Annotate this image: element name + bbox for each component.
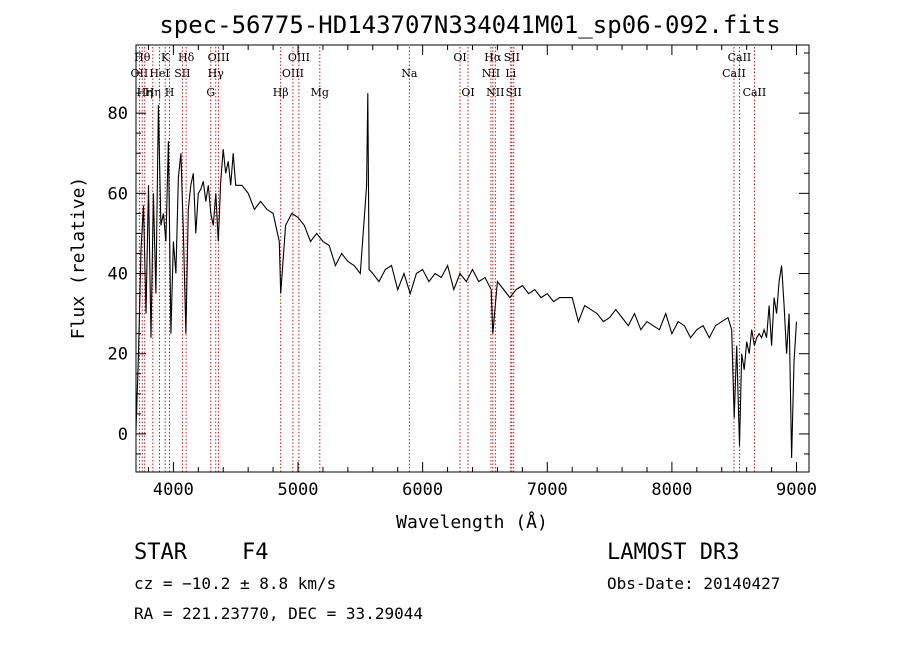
line-label-19: NII [482,67,500,80]
sky-coordinates: RA = 221.23770, DEC = 33.29044 [134,604,423,623]
line-label-20: Hα [484,51,502,64]
redshift-velocity: cz = −10.2 ± 8.8 km/s [134,574,337,593]
line-label-2: Hη [137,86,153,99]
spectrum-chart: spec-56775-HD143707N334041M01_sp06-092.f… [68,11,817,533]
line-label-8: Hδ [178,51,195,64]
line-label-13: OIII [282,67,304,80]
plot-frame [135,44,810,473]
y-axis-label: Flux (relative) [68,177,89,340]
x-tick-label-3: 7000 [527,480,568,500]
x-tick-label-2: 6000 [402,480,443,500]
x-tick-label-4: 8000 [651,480,692,500]
line-label-12: Hβ [273,86,289,99]
y-tick-label-0: 0 [118,425,128,445]
line-label-9: G [206,86,215,99]
y-tick-label-4: 80 [108,104,128,124]
flux-series-line [135,93,798,459]
line-label-1: Hθ [134,51,151,64]
x-tick-label-5: 9000 [776,480,817,500]
line-label-10: Hγ [208,67,225,80]
x-axis-label: Wavelength (Å) [396,511,548,533]
line-label-3: Hη [145,86,161,99]
object-subclass: F4 [242,540,269,565]
line-label-26: CaII [728,51,752,64]
line-label-16: Na [401,67,418,80]
line-label-25: CaII [722,67,746,80]
line-label-14: OIII [288,51,310,64]
line-markers: OIIHθHηHηHeIKHSIIHδGHγOIIIHβOIIIOIIIMgNa… [131,47,767,472]
line-label-27: CaII [743,86,767,99]
line-label-22: Li [505,67,516,80]
line-label-11: OIII [208,51,230,64]
line-label-4: HeI [149,67,169,80]
line-label-21: NII [486,86,504,99]
line-label-6: H [165,86,175,99]
line-label-18: OI [461,86,474,99]
object-class: STAR [134,540,187,565]
x-tick-label-0: 4000 [153,480,194,500]
y-tick-label-3: 60 [108,184,128,204]
survey-name: LAMOST DR3 [607,540,740,565]
line-label-24: SII [506,86,522,99]
line-label-17: OI [453,51,466,64]
axes: 4000 5000 6000 7000 8000 9000 0 20 40 60 80 [108,45,817,500]
x-tick-label-1: 5000 [278,480,319,500]
line-label-23: SII [504,51,520,64]
y-tick-label-2: 40 [108,265,128,285]
observation-date: Obs-Date: 20140427 [607,574,781,593]
chart-title: spec-56775-HD143707N334041M01_sp06-092.f… [159,11,780,39]
line-label-7: SII [174,67,190,80]
line-label-5: K [161,51,170,64]
y-tick-label-1: 20 [108,345,128,365]
line-label-15: Mg [311,86,329,99]
